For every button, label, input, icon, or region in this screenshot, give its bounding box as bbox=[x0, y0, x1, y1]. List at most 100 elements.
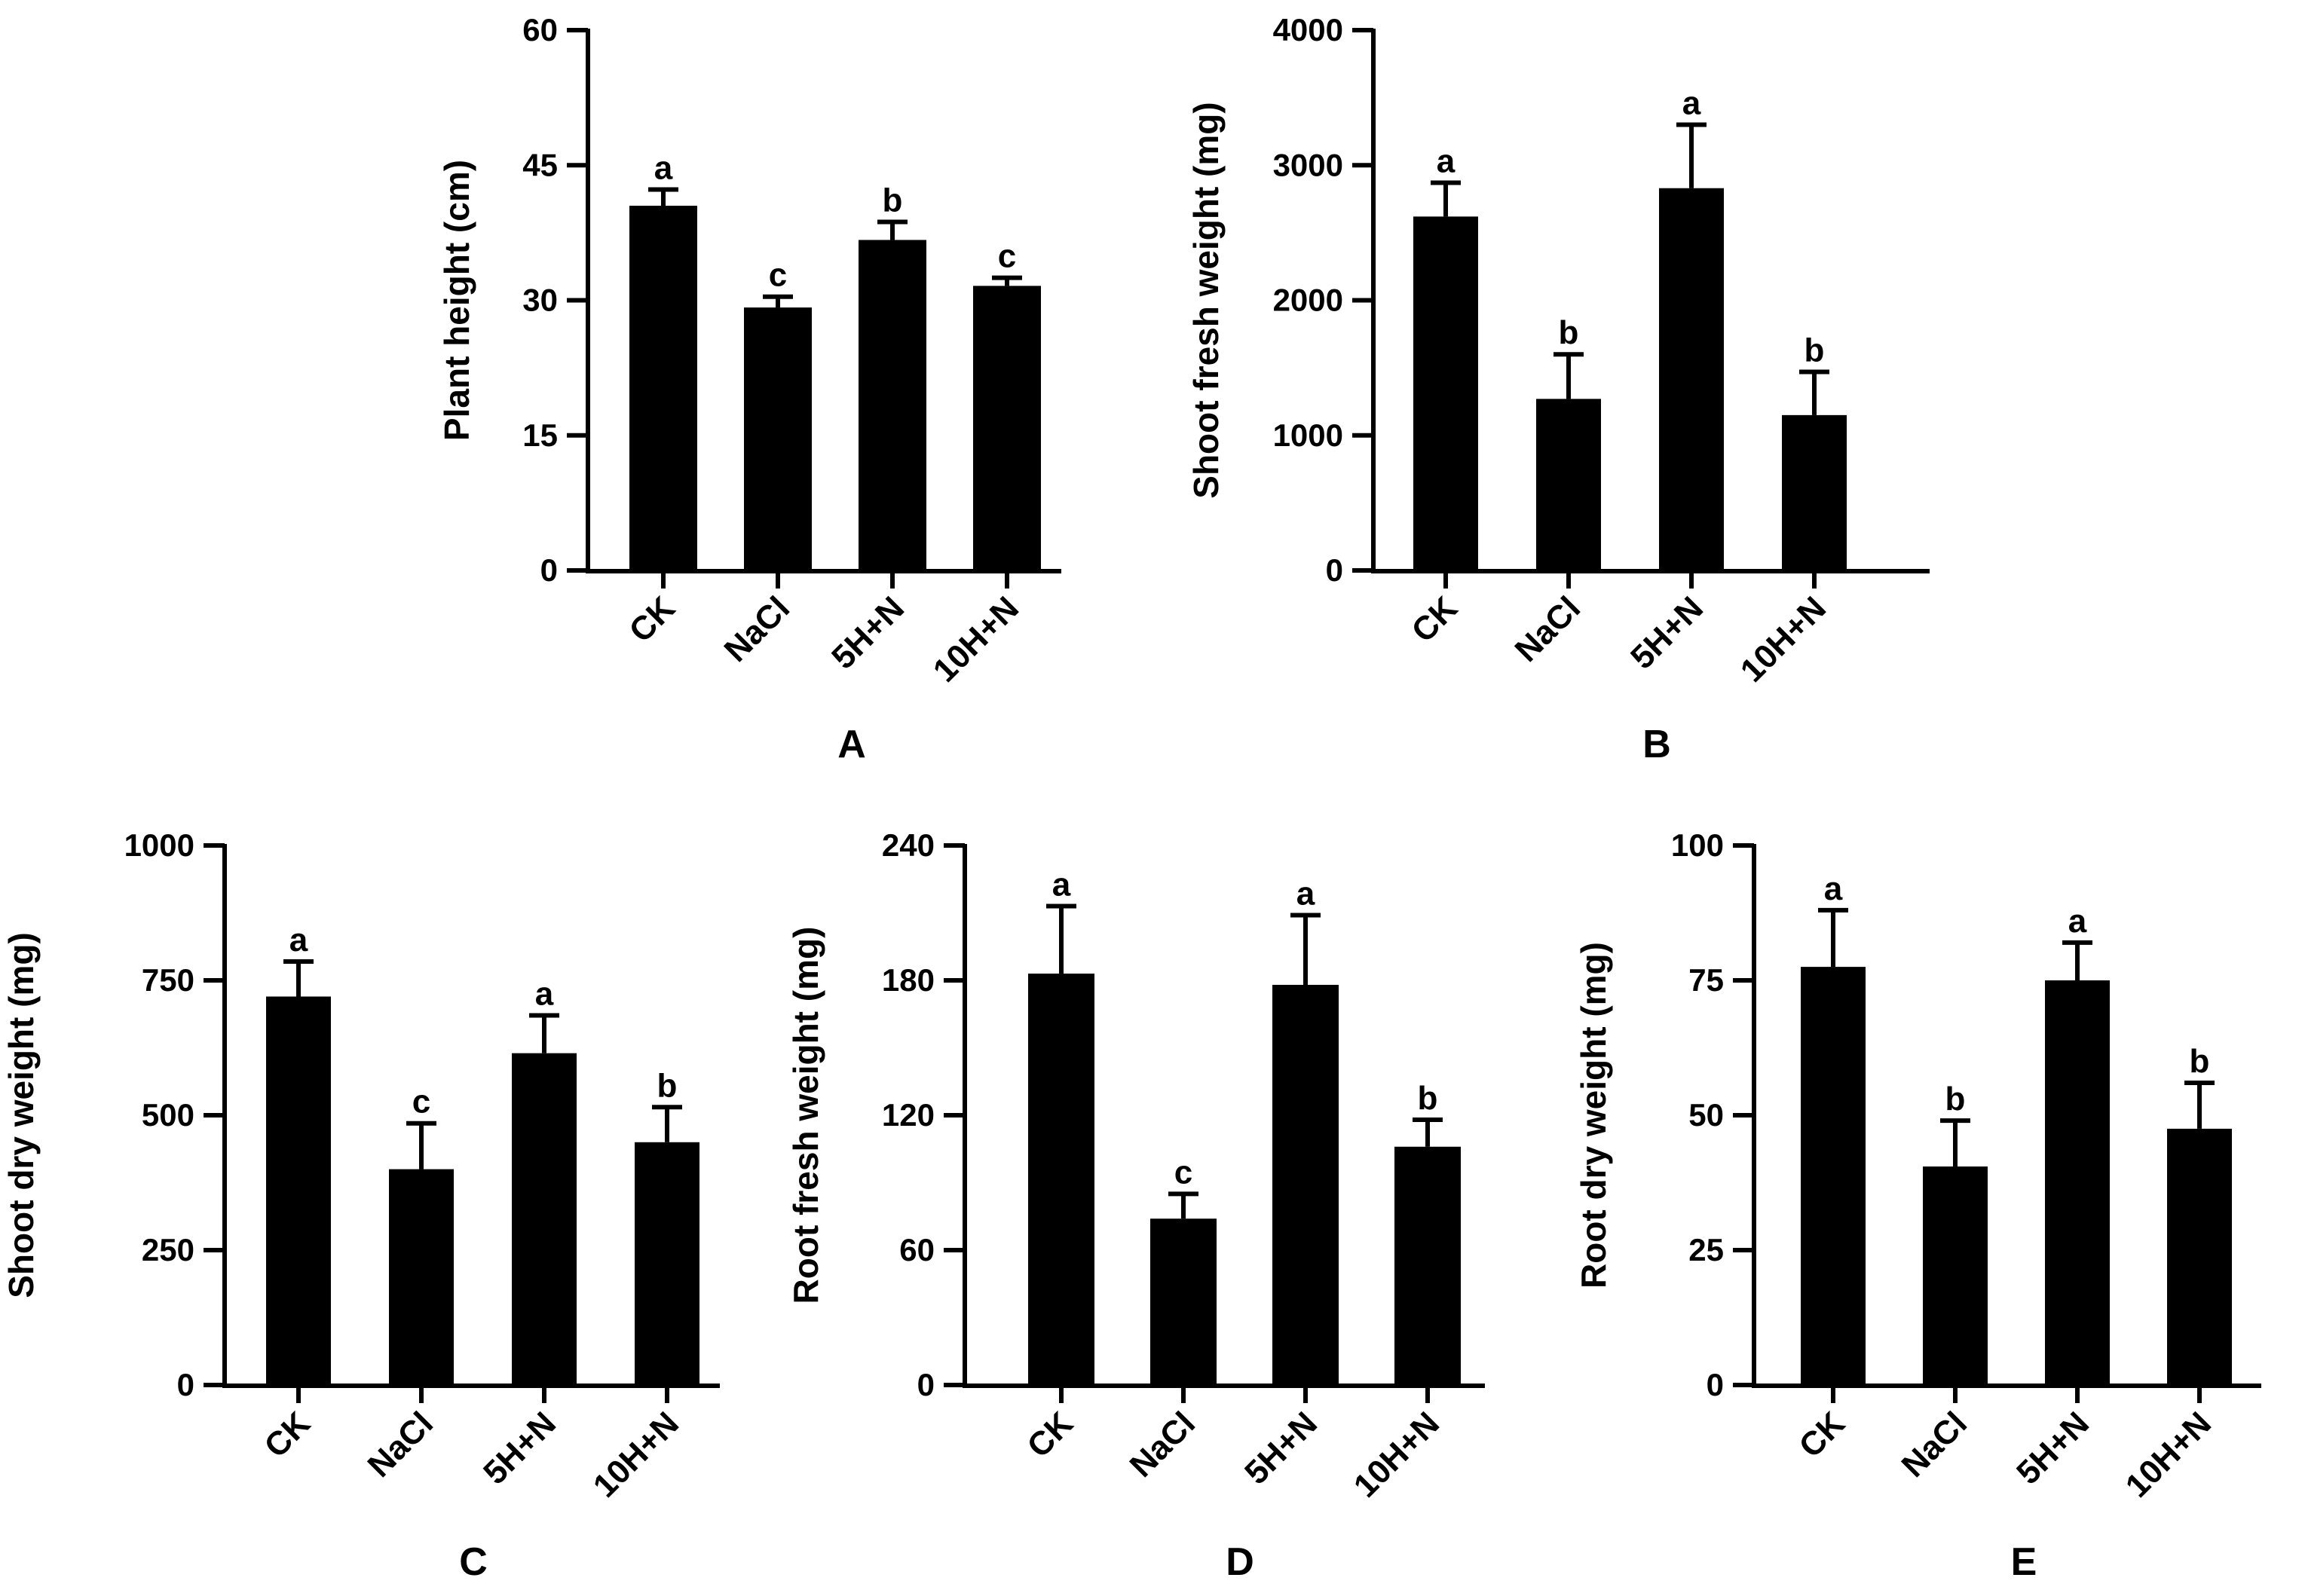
panel-label: C bbox=[459, 1540, 488, 1584]
significance-letter: b bbox=[883, 182, 903, 219]
x-tick-label: CK bbox=[1792, 1405, 1852, 1465]
y-tick-label: 0 bbox=[1326, 552, 1343, 588]
chart-panel-root-fresh-weight: 0 60 120 180 240 Root fresh weight (mg) a CK c Na… bbox=[786, 827, 1485, 1584]
bar-5h-n bbox=[512, 1053, 577, 1385]
significance-letter: a bbox=[1437, 143, 1456, 180]
y-tick-label: 60 bbox=[899, 1232, 935, 1267]
bar-nacl bbox=[1923, 1166, 1988, 1385]
significance-letter: a bbox=[535, 976, 554, 1013]
y-tick-label: 50 bbox=[1688, 1097, 1724, 1133]
panel-label: E bbox=[2011, 1540, 2037, 1584]
significance-letter: b bbox=[657, 1067, 678, 1104]
y-axis-label: Shoot fresh weight (mg) bbox=[1186, 102, 1226, 498]
bar-10h-n bbox=[973, 286, 1041, 570]
bar-ck bbox=[1413, 216, 1478, 570]
bar-5h-n bbox=[1272, 984, 1339, 1385]
y-tick-label: 100 bbox=[1671, 827, 1724, 863]
y-axis-label: Plant height (cm) bbox=[437, 160, 476, 441]
significance-letter: a bbox=[1824, 870, 1843, 907]
bar-5h-n bbox=[859, 240, 926, 570]
panel-label: D bbox=[1226, 1540, 1254, 1584]
significance-letter: b bbox=[1559, 314, 1579, 351]
y-tick-label: 25 bbox=[1688, 1232, 1724, 1267]
y-tick-label: 60 bbox=[522, 12, 558, 47]
y-tick-label: 750 bbox=[142, 962, 194, 998]
bar-nacl bbox=[389, 1169, 454, 1385]
y-tick-label: 45 bbox=[522, 147, 558, 182]
bar-nacl bbox=[1536, 399, 1601, 570]
y-tick-label: 120 bbox=[882, 1097, 935, 1133]
y-tick-label: 1000 bbox=[1273, 417, 1343, 453]
bar-nacl bbox=[1150, 1218, 1217, 1385]
panel-label: B bbox=[1642, 723, 1671, 766]
x-tick-label: 10H+N bbox=[2119, 1405, 2218, 1504]
bar-10h-n bbox=[2167, 1128, 2232, 1385]
panel-label: A bbox=[837, 723, 866, 766]
bar-10h-n bbox=[1394, 1146, 1461, 1385]
x-tick-label: 5H+N bbox=[1238, 1405, 1324, 1491]
y-tick-label: 30 bbox=[522, 283, 558, 318]
y-axis-label: Root fresh weight (mg) bbox=[786, 927, 825, 1304]
significance-letter: b bbox=[2190, 1043, 2210, 1080]
y-tick-label: 75 bbox=[1688, 962, 1724, 998]
significance-letter: b bbox=[1945, 1081, 1966, 1118]
y-tick-label: 3000 bbox=[1273, 147, 1343, 182]
significance-letter: c bbox=[1174, 1154, 1192, 1191]
y-tick-label: 180 bbox=[882, 962, 935, 998]
y-tick-label: 2000 bbox=[1273, 283, 1343, 318]
bar-5h-n bbox=[2045, 980, 2110, 1385]
chart-panel-shoot-fresh-weight: 0 1000 2000 3000 4000 Shoot fresh weight (mg)… bbox=[1186, 12, 1930, 766]
significance-letter: b bbox=[1805, 332, 1825, 369]
significance-letter: c bbox=[769, 257, 787, 294]
x-tick-label: 10H+N bbox=[1734, 589, 1833, 689]
x-tick-label: NaCl bbox=[1508, 589, 1588, 669]
x-tick-label: 10H+N bbox=[926, 589, 1026, 689]
x-tick-label: CK bbox=[257, 1405, 317, 1465]
x-tick-label: 10H+N bbox=[586, 1405, 686, 1504]
x-tick-label: NaCl bbox=[1123, 1405, 1203, 1484]
y-tick-label: 0 bbox=[177, 1367, 194, 1402]
bar-ck bbox=[629, 206, 697, 570]
x-tick-label: 5H+N bbox=[476, 1405, 563, 1491]
x-tick-label: 5H+N bbox=[825, 589, 911, 676]
chart-panel-plant-height: 0 15 30 45 60 Plant height (cm) a CK c NaCl b 5H+N c… bbox=[437, 12, 1061, 766]
x-tick-label: 5H+N bbox=[2010, 1405, 2096, 1491]
y-tick-label: 0 bbox=[540, 552, 558, 588]
x-tick-label: 5H+N bbox=[1624, 589, 1710, 676]
x-tick-label: CK bbox=[1404, 589, 1465, 650]
significance-letter: a bbox=[1682, 84, 1701, 121]
x-tick-label: CK bbox=[622, 589, 682, 650]
chart-panel-root-dry-weight: 0 25 50 75 100 Root dry weight (mg) a CK b NaCl a 5… bbox=[1574, 827, 2261, 1584]
y-tick-label: 240 bbox=[882, 827, 935, 863]
y-tick-label: 0 bbox=[917, 1367, 935, 1402]
x-tick-label: CK bbox=[1020, 1405, 1080, 1465]
y-tick-label: 0 bbox=[1707, 1367, 1724, 1402]
y-tick-label: 1000 bbox=[124, 827, 194, 863]
chart-panel-shoot-dry-weight: 0 250 500 750 1000 Shoot dry weight (mg) a CK c N… bbox=[2, 827, 720, 1584]
y-tick-label: 4000 bbox=[1273, 12, 1343, 47]
significance-letter: b bbox=[1418, 1080, 1438, 1117]
bar-10h-n bbox=[1782, 414, 1847, 570]
significance-letter: c bbox=[412, 1084, 430, 1121]
significance-letter: a bbox=[289, 922, 308, 959]
significance-letter: c bbox=[998, 238, 1016, 275]
y-axis-label: Root dry weight (mg) bbox=[1574, 942, 1613, 1289]
bar-10h-n bbox=[635, 1142, 699, 1385]
significance-letter: a bbox=[1052, 867, 1071, 903]
x-tick-label: NaCl bbox=[1895, 1405, 1975, 1484]
bar-ck bbox=[266, 996, 331, 1385]
y-tick-label: 500 bbox=[142, 1097, 194, 1133]
bar-5h-n bbox=[1659, 188, 1724, 570]
significance-letter: a bbox=[2068, 903, 2087, 940]
bar-nacl bbox=[744, 307, 812, 570]
y-tick-label: 250 bbox=[142, 1232, 194, 1267]
y-axis-label: Shoot dry weight (mg) bbox=[2, 932, 41, 1298]
significance-letter: a bbox=[1296, 875, 1315, 912]
significance-letter: a bbox=[654, 150, 673, 187]
x-tick-label: NaCl bbox=[361, 1405, 441, 1484]
y-tick-label: 15 bbox=[522, 417, 558, 453]
bar-ck bbox=[1801, 967, 1866, 1385]
bar-ck bbox=[1028, 974, 1094, 1385]
x-tick-label: NaCl bbox=[718, 589, 797, 669]
